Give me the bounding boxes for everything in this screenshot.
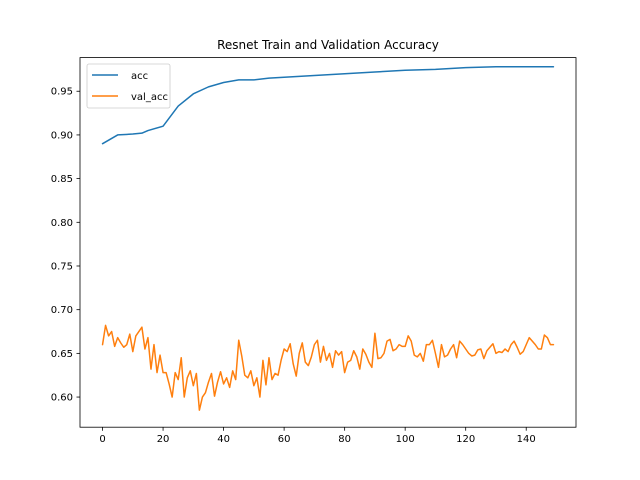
series-line-val-acc <box>101 324 555 411</box>
x-axis: 0 20 40 60 80 100 120 140 <box>99 427 536 445</box>
chart-title: Resnet Train and Validation Accuracy <box>217 38 439 52</box>
axes-frame <box>79 57 577 428</box>
x-tick-label: 0 <box>99 434 105 445</box>
y-tick-label: 0.70 <box>51 305 73 316</box>
plot-area <box>101 66 555 411</box>
legend-label-val-acc: val_acc <box>131 92 168 103</box>
x-tick-label: 60 <box>278 434 291 445</box>
x-tick-label: 140 <box>517 434 536 445</box>
series-line-acc <box>101 66 555 145</box>
y-tick-label: 0.75 <box>51 261 73 272</box>
legend-label-acc: acc <box>131 71 148 82</box>
legend: acc val_acc <box>86 63 171 109</box>
x-tick-label: 20 <box>157 434 170 445</box>
y-tick-label: 0.60 <box>51 393 73 404</box>
x-tick-label: 40 <box>217 434 230 445</box>
y-axis: 0.60 0.65 0.70 0.75 0.80 0.85 0.90 0.95 <box>51 87 80 404</box>
x-tick-label: 120 <box>456 434 475 445</box>
y-tick-label: 0.90 <box>51 130 73 141</box>
y-tick-label: 0.65 <box>51 349 73 360</box>
y-tick-label: 0.95 <box>51 87 73 98</box>
y-tick-label: 0.80 <box>51 218 73 229</box>
x-tick-label: 80 <box>338 434 351 445</box>
x-tick-label: 100 <box>396 434 415 445</box>
y-tick-label: 0.85 <box>51 174 73 185</box>
